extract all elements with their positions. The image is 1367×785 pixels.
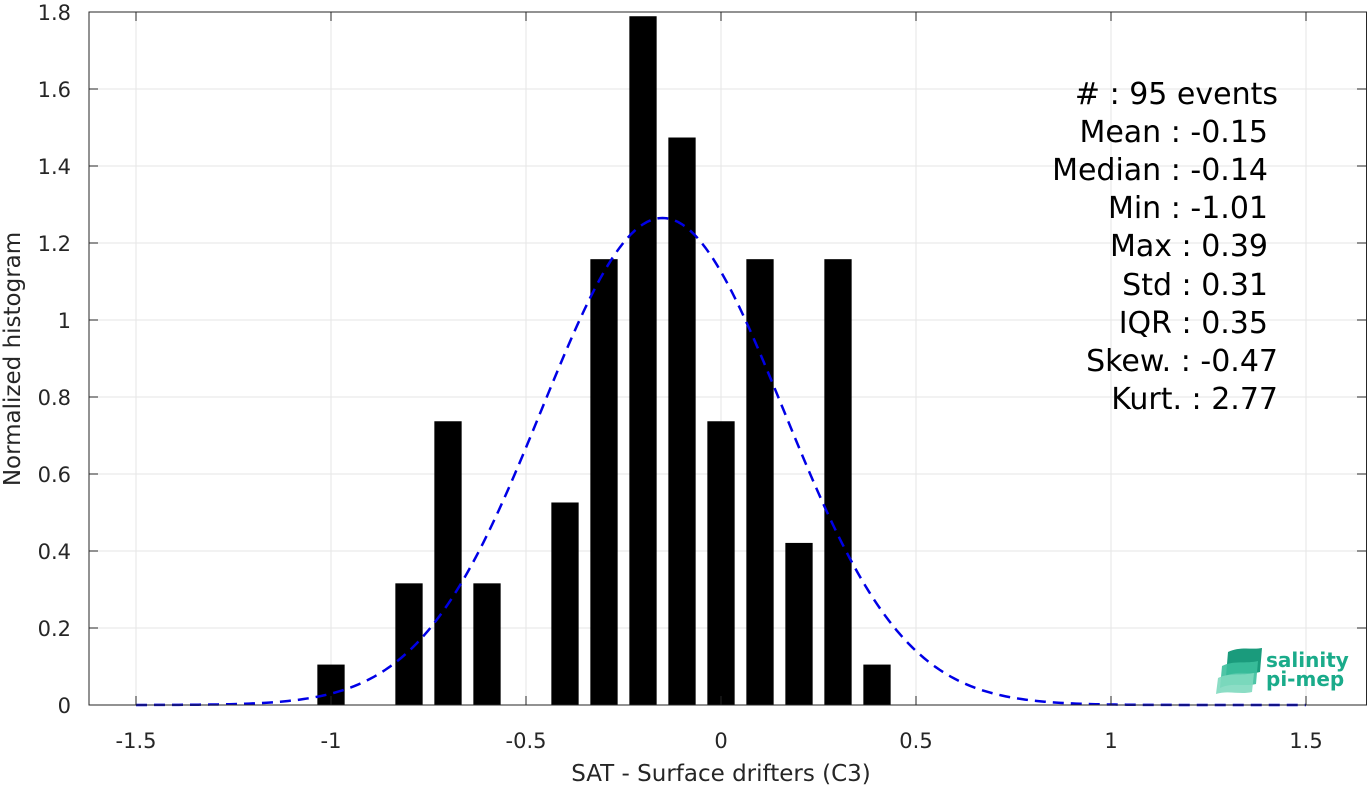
stat-max: Max : 0.39	[1110, 229, 1268, 264]
x-tick-label: 0	[714, 729, 727, 753]
histogram-bar	[395, 583, 423, 705]
x-tick-label: 1	[1104, 729, 1117, 753]
y-tick-label: 1.6	[38, 78, 71, 102]
histogram-bar	[785, 542, 813, 705]
x-tick-label: -1.5	[116, 729, 157, 753]
logo-line2: pi-mep	[1266, 667, 1344, 691]
stats-box: # : 95 events Mean : -0.15 Median : -0.1…	[1052, 77, 1278, 417]
histogram-bar	[863, 664, 891, 705]
y-tick-label: 1.8	[38, 1, 71, 25]
y-tick-label: 1.2	[38, 232, 71, 256]
stat-skew: Skew. : -0.47	[1086, 344, 1278, 379]
histogram-bar	[746, 259, 774, 705]
wave-icon	[1216, 648, 1262, 694]
logo-line1: salinity	[1266, 648, 1349, 672]
histogram-bar	[434, 421, 462, 705]
histogram-bars	[317, 16, 891, 706]
y-tick-label: 0.6	[38, 463, 71, 487]
x-tick-label: -1	[321, 729, 342, 753]
y-tick-label: 0.8	[38, 386, 71, 410]
x-tick-labels: -1.5 -1 -0.5 0 0.5 1 1.5	[116, 729, 1323, 753]
y-tick-label: 0.4	[38, 540, 71, 564]
histogram-bar	[473, 583, 501, 705]
x-axis-label: SAT - Surface drifters (C3)	[571, 761, 871, 785]
y-tick-label: 0.2	[38, 617, 71, 641]
y-axis-label: Normalized histogram	[0, 232, 26, 486]
y-tick-label: 0	[58, 694, 71, 718]
stat-mean: Mean : -0.15	[1079, 115, 1268, 150]
stat-iqr: IQR : 0.35	[1119, 306, 1268, 341]
histogram-bar	[707, 421, 735, 705]
histogram-bar	[590, 259, 618, 705]
y-tick-label: 1	[58, 309, 71, 333]
y-tick-labels: 0 0.2 0.4 0.6 0.8 1 1.2 1.4 1.6 1.8	[38, 1, 71, 718]
x-tick-label: 0.5	[899, 729, 932, 753]
stat-events: # : 95 events	[1075, 77, 1278, 112]
y-tick-label: 1.4	[38, 155, 71, 179]
histogram-bar	[551, 502, 579, 705]
histogram-bar	[629, 16, 657, 706]
stat-median: Median : -0.14	[1052, 153, 1268, 188]
salinity-pimep-logo: salinity pi-mep	[1216, 648, 1349, 694]
x-tick-label: -0.5	[506, 729, 547, 753]
x-tick-label: 1.5	[1289, 729, 1322, 753]
histogram-bar	[824, 259, 852, 705]
stat-std: Std : 0.31	[1122, 268, 1268, 303]
stat-min: Min : -1.01	[1108, 191, 1268, 226]
stat-kurt: Kurt. : 2.77	[1111, 382, 1278, 417]
histogram-bar	[668, 137, 696, 705]
